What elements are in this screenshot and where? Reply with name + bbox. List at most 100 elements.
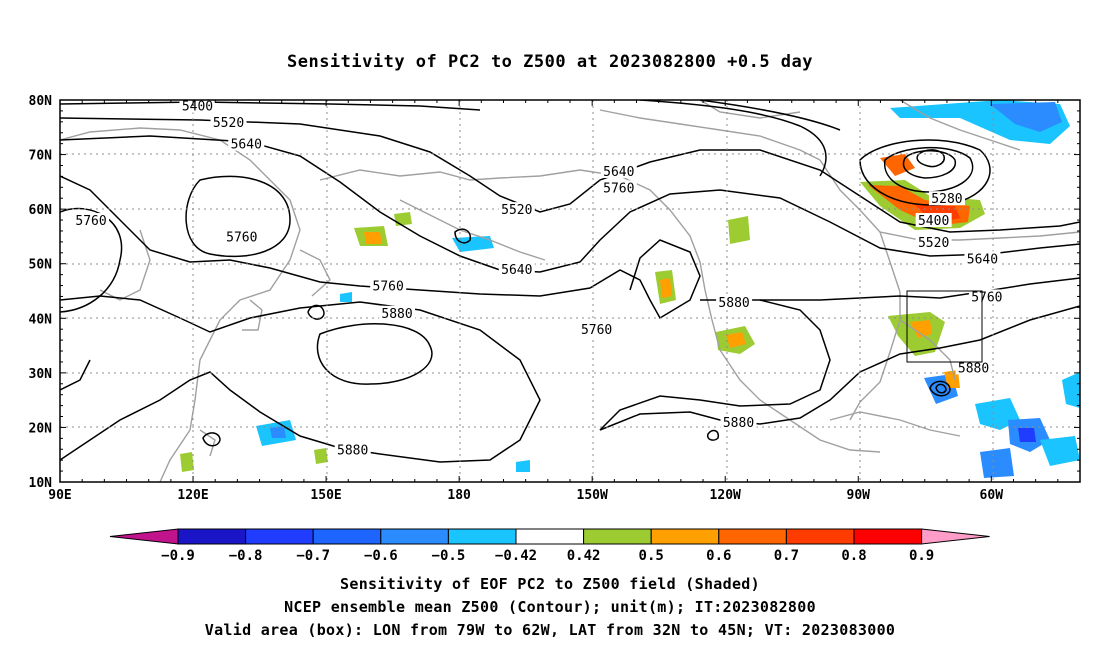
contour-5640	[60, 135, 1080, 273]
caption-shaded: Sensitivity of EOF PC2 to Z500 field (Sh…	[340, 575, 760, 593]
contour-label: 5760	[75, 214, 106, 229]
chart-title: Sensitivity of PC2 to Z500 at 2023082800…	[286, 52, 813, 72]
contour-label-bg	[179, 100, 216, 113]
grid-lines	[60, 100, 1080, 482]
contour-closed-small-5	[929, 380, 951, 397]
colorbar-label: −0.5	[432, 548, 466, 564]
contour-label: 5880	[723, 416, 754, 431]
colorbar-segment	[177, 528, 247, 545]
colorbar-arrow-right	[921, 528, 990, 545]
contour-5880-c	[599, 299, 831, 431]
shade-patch	[516, 460, 530, 472]
colorbar-segment	[853, 528, 923, 545]
colorbar-label: −0.7	[296, 548, 330, 564]
contour-closed-5760	[185, 175, 291, 258]
contour-label-bg	[73, 213, 110, 228]
colorbar-label: −0.9	[161, 548, 195, 564]
contour-label-bg	[915, 234, 952, 249]
shade-patch	[980, 448, 1014, 478]
contour-label: 5760	[226, 230, 257, 245]
lon-label: 150E	[310, 488, 341, 503]
valid-area-box	[906, 290, 983, 363]
lat-label: 50N	[29, 258, 53, 273]
contour-upper-arc	[639, 100, 827, 177]
colorbar-segment	[380, 528, 449, 545]
caption-valid-area: Valid area (box): LON from 79W to 62W, L…	[204, 621, 896, 639]
contour-label: 5400	[182, 99, 213, 114]
lat-axis-labels: 80N 70N 60N 50N 40N 30N 20N 10N	[29, 94, 53, 491]
contour-label-bg	[955, 360, 992, 375]
colorbar-arrow-left	[109, 528, 179, 545]
contour-label-bg	[716, 294, 753, 309]
contour-label: 5520	[501, 203, 532, 218]
contour-label: 5760	[373, 280, 404, 295]
contour-label-bg	[915, 213, 952, 228]
contour-label-bg	[600, 163, 637, 178]
contour-label-bg	[720, 414, 757, 429]
colorbar-segment	[650, 528, 720, 545]
colorbar-label: 0.6	[706, 548, 731, 564]
contour-label-bg	[600, 180, 637, 195]
shade-patch	[1062, 372, 1080, 408]
contour-label-bg	[928, 191, 965, 206]
contour-label: 5880	[337, 443, 368, 458]
contour-label-bg	[370, 278, 407, 293]
shade-patch	[1040, 436, 1080, 466]
contour-5760-a	[60, 175, 701, 320]
contour-5400	[60, 101, 481, 111]
lon-label: 60W	[980, 488, 1004, 503]
coastlines	[60, 100, 1080, 482]
shade-patch	[314, 448, 328, 464]
colorbar-segment	[718, 528, 787, 545]
contour-label: 5640	[967, 252, 998, 267]
colorbar	[109, 528, 990, 545]
lat-label: 80N	[29, 94, 53, 109]
contour-upper-arc-2	[699, 100, 841, 131]
lat-label: 10N	[29, 476, 53, 491]
contour-closed-small-6	[935, 383, 947, 394]
shade-patch	[910, 320, 932, 338]
contour-label: 5760	[971, 290, 1002, 305]
contour-label: 5280	[931, 192, 962, 207]
contour-label: 5880	[958, 361, 989, 376]
colorbar-segment	[583, 528, 652, 545]
colorbar-segment	[312, 528, 382, 545]
contour-label-bg	[228, 136, 265, 151]
shade-patch	[394, 212, 412, 226]
colorbar-label: −0.8	[229, 548, 263, 564]
contour-5760-b	[700, 277, 1080, 301]
lon-label: 90W	[847, 488, 871, 503]
colorbar-segment	[447, 528, 517, 545]
shade-patch	[1018, 428, 1036, 442]
contour-5880	[60, 295, 541, 463]
contour-label: 5880	[381, 307, 412, 322]
colorbar-label: −0.6	[364, 548, 398, 564]
lon-label: 90E	[48, 488, 71, 503]
lat-label: 70N	[29, 149, 53, 164]
shade-patch	[180, 452, 194, 472]
shade-patch	[944, 370, 960, 388]
contour-label: 5520	[918, 236, 949, 251]
colorbar-segment	[785, 528, 855, 545]
colorbar-segment	[515, 528, 585, 545]
contour-label-bg	[334, 442, 371, 457]
colorbar-label: 0.8	[841, 548, 866, 564]
lon-label: 120E	[177, 488, 208, 503]
contour-closed-5280	[884, 147, 974, 193]
contour-5880-b	[599, 305, 1080, 431]
contour-label-bg	[964, 251, 1001, 266]
colorbar-label: 0.5	[639, 548, 664, 564]
lat-label: 20N	[29, 421, 53, 436]
shade-patch	[452, 236, 494, 252]
colorbar-label: −0.42	[495, 548, 537, 564]
colorbar-label: 0.7	[774, 548, 799, 564]
lon-label: 150W	[577, 488, 608, 503]
contour-label: 5640	[231, 138, 262, 153]
caption-contour: NCEP ensemble mean Z500 (Contour); unit(…	[284, 598, 816, 616]
shading-layer	[180, 100, 1080, 478]
lat-label: 30N	[29, 367, 53, 382]
contour-closed-5400	[859, 139, 991, 206]
contour-labels: 5400552056405760576055205640576056405760…	[73, 99, 1005, 458]
contour-label: 5520	[213, 116, 244, 131]
